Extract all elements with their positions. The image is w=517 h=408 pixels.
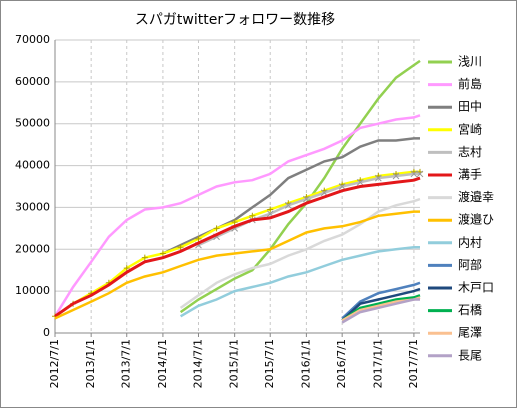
x-tick-label: 2016/1/1 [299, 339, 312, 388]
x-tick-label: 2013/1/1 [84, 339, 97, 388]
legend-label: 内村 [458, 235, 482, 249]
x-tick-label: 2016/7/1 [335, 339, 348, 388]
series-marker [123, 265, 130, 272]
y-tick-label: 10000 [15, 284, 50, 297]
legend-label: 渡邉ひ [458, 212, 494, 227]
series-line [54, 176, 421, 318]
y-tick-label: 60000 [15, 75, 50, 88]
series-line [341, 294, 421, 322]
legend-label: 志村 [458, 145, 482, 159]
y-tick-label: 40000 [15, 159, 50, 172]
legend-label: 田中 [458, 99, 482, 114]
series-line [54, 170, 420, 318]
legend-label: 尾澤 [458, 326, 482, 340]
x-tick-label: 2017/7/1 [407, 339, 420, 388]
series-line [341, 287, 421, 322]
y-tick-label: 20000 [15, 242, 50, 255]
legend-label: 前島 [458, 76, 482, 91]
series-line [54, 210, 420, 320]
x-tick-label: 2014/7/1 [191, 339, 204, 388]
series-marker [231, 219, 238, 226]
legend-label: 宮崎 [458, 121, 482, 136]
x-tick-label: 2014/1/1 [156, 339, 169, 388]
legend-label: 渡邉幸 [458, 189, 494, 204]
legend-label: 木戸口 [458, 281, 494, 295]
legend-label: 溝手 [458, 168, 482, 182]
series-marker [374, 174, 382, 182]
series-marker [267, 206, 274, 213]
legend-label: 石橋 [458, 303, 482, 317]
series-marker [213, 225, 220, 232]
series-marker [392, 172, 400, 180]
series-marker [356, 178, 364, 186]
series-line [341, 281, 421, 320]
legend-label: 浅川 [458, 55, 482, 69]
series-line [53, 114, 421, 317]
series-marker [410, 170, 418, 178]
series-line [341, 298, 420, 324]
series-marker [338, 183, 346, 190]
chart-title: スパガtwitterフォロワー数推移 [135, 12, 335, 28]
x-tick-label: 2015/1/1 [228, 339, 241, 388]
x-tick-label: 2015/7/1 [263, 339, 276, 388]
series-marker [249, 212, 256, 219]
series-line [179, 197, 421, 309]
series-marker [195, 235, 202, 242]
series-marker [284, 201, 292, 209]
series-marker [416, 170, 424, 178]
x-tick-label: 2017/1/1 [371, 339, 384, 388]
y-tick-label: 0 [43, 326, 50, 339]
series-marker [159, 250, 166, 257]
x-tick-label: 2012/7/1 [48, 339, 61, 388]
series-line [179, 245, 420, 318]
x-tick-label: 2013/7/1 [120, 339, 133, 388]
y-tick-label: 50000 [15, 117, 50, 130]
series-marker [141, 254, 148, 261]
legend-label: 長尾 [458, 348, 482, 362]
y-tick-label: 30000 [15, 200, 50, 213]
y-tick-label: 70000 [15, 33, 50, 46]
series-line [197, 172, 420, 247]
legend-label: 阿部 [458, 257, 482, 272]
series-marker [177, 244, 184, 251]
